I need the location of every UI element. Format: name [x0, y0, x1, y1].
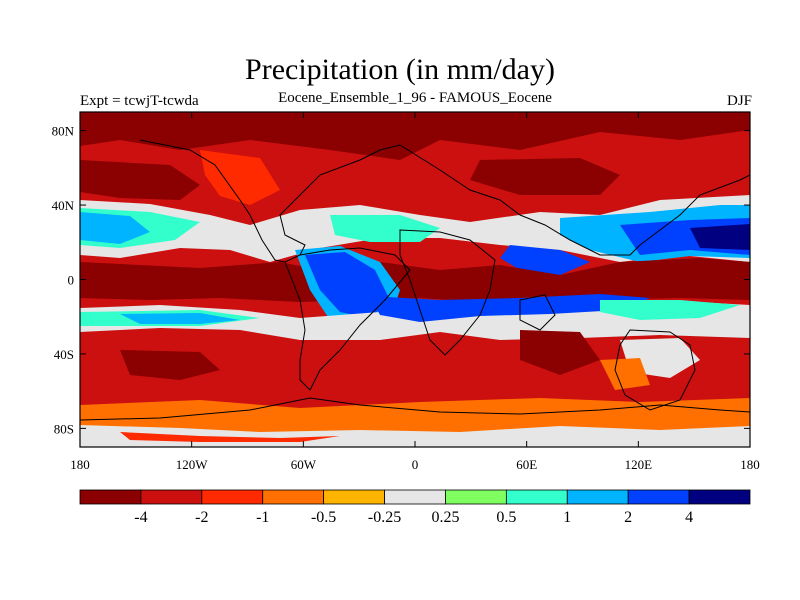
- south-america-core: [305, 252, 390, 318]
- colorbar-label: 0.5: [496, 509, 516, 526]
- south-pacific-dark: [120, 350, 220, 380]
- tethys-blue: [500, 245, 590, 275]
- colorbar-label: -0.5: [311, 509, 336, 526]
- colorbar-label: 0.25: [431, 509, 459, 526]
- ensemble-label: Eocene_Ensemble_1_96 - FAMOUS_Eocene: [278, 90, 552, 106]
- precip-field: [80, 112, 750, 447]
- atlantic-cyan: [330, 215, 440, 242]
- colorbar-label: 4: [685, 509, 693, 526]
- colorbar-label: -1: [256, 509, 269, 526]
- south-pacific-blue: [120, 313, 240, 324]
- colorbar-swatch: [323, 489, 385, 505]
- colorbar-label: -0.25: [368, 509, 401, 526]
- equatorial-dry-band: [80, 258, 750, 302]
- x-tick-label: 60W: [291, 457, 317, 472]
- north-pacific-dark: [80, 160, 200, 200]
- page-title: Precipitation (in mm/day): [245, 53, 555, 86]
- x-tick-label: 120W: [176, 457, 209, 472]
- x-tick-label: 180: [70, 457, 90, 472]
- australia-orange: [600, 358, 650, 390]
- siberia-dark: [470, 158, 620, 195]
- south-america-coast: [284, 247, 411, 391]
- colorbar-swatch: [79, 489, 142, 505]
- colorbar-swatch: [505, 489, 568, 505]
- antarctica-coast: [80, 397, 750, 421]
- colorbar-swatch: [384, 489, 446, 505]
- y-tick-label: 40N: [52, 198, 75, 213]
- colorbar-label: -2: [195, 509, 208, 526]
- x-tick-label: 0: [412, 457, 419, 472]
- coastlines: [80, 139, 750, 421]
- x-tick-label: 60E: [516, 457, 537, 472]
- colorbar-swatch: [140, 489, 203, 505]
- west-pacific-navy: [690, 224, 750, 250]
- colorbar-swatch: [445, 489, 507, 505]
- axis-ticks: 80N 40N 0 40S 80S 180 120W 60W 0 60E 120E 180: [52, 112, 760, 472]
- colorbar-label: 2: [624, 509, 632, 526]
- colorbar-label: -4: [134, 509, 147, 526]
- south-indian-dark: [520, 330, 600, 375]
- africa-coast: [399, 229, 496, 356]
- antarctic-red: [120, 432, 340, 442]
- colorbar-label: 1: [563, 509, 571, 526]
- x-tick-label: 120E: [625, 457, 653, 472]
- europe-asia-coast: [399, 144, 750, 256]
- north-dark-band: [80, 112, 750, 160]
- north-pacific-blue: [80, 212, 150, 244]
- x-tick-label: 180: [740, 457, 760, 472]
- south-atlantic-blue: [370, 294, 650, 322]
- experiment-label: Expt = tcwjT-tcwda: [80, 93, 199, 109]
- colorbar-swatch: [627, 489, 690, 505]
- india-coast: [519, 294, 556, 331]
- colorbar-swatch: [566, 489, 629, 505]
- y-tick-label: 80S: [54, 421, 74, 436]
- y-tick-label: 0: [68, 273, 75, 288]
- indian-ocean-cyan: [600, 300, 740, 320]
- season-label: DJF: [726, 93, 752, 109]
- north-orange-patch: [200, 150, 280, 205]
- colorbar-swatch: [262, 489, 325, 505]
- colorbar-swatch: [201, 489, 264, 505]
- y-tick-label: 40S: [54, 347, 74, 362]
- colorbar: -4 -2 -1 -0.5 -0.25 0.25 0.5 1 2 4: [79, 489, 751, 526]
- y-tick-label: 80N: [52, 124, 75, 139]
- colorbar-swatch: [688, 489, 751, 505]
